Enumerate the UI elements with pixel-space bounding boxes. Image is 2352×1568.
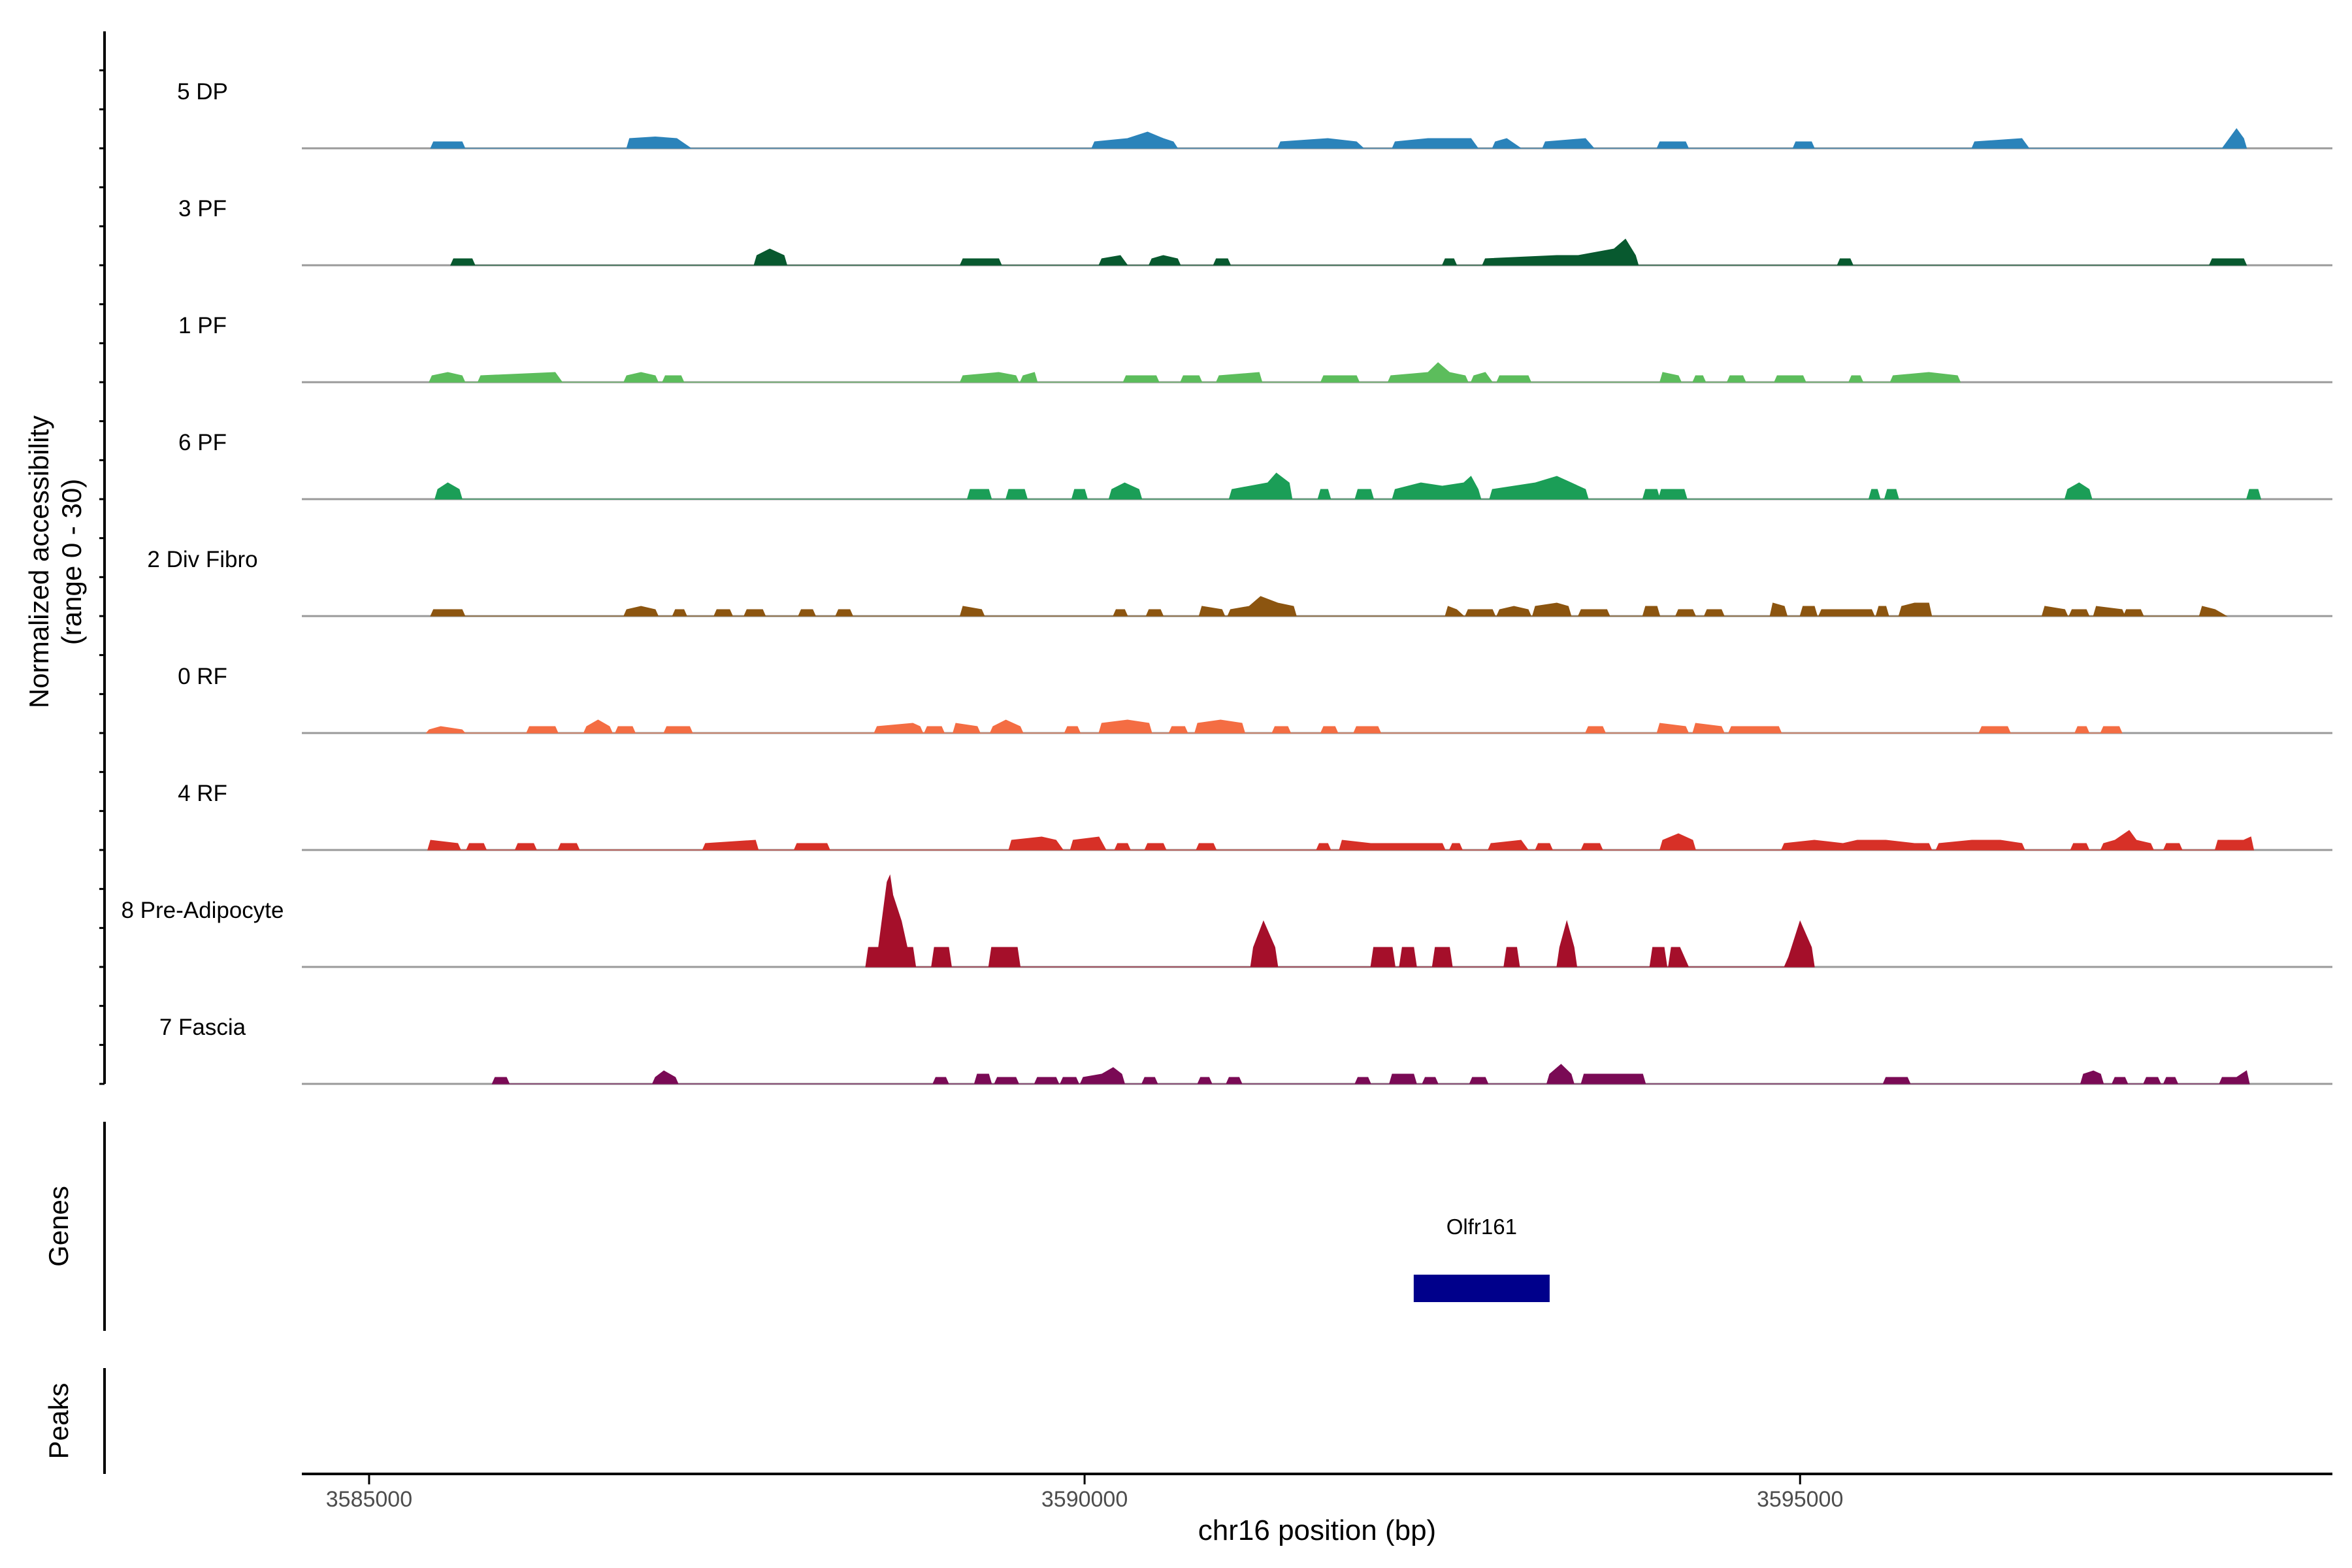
y-axis-label-line2: (range 0 - 30) bbox=[56, 479, 87, 645]
x-tick-label: 3590000 bbox=[1041, 1487, 1128, 1512]
track-label: 8 Pre-Adipocyte bbox=[121, 898, 284, 923]
gene-label: Olfr161 bbox=[1446, 1215, 1517, 1239]
track-5-dp: 5 DP bbox=[177, 79, 2332, 150]
x-tick-label: 3595000 bbox=[1757, 1487, 1843, 1512]
coverage-tracks: 5 DP 3 PF 1 PF 6 PF 2 Div Fibro 0 RF 4 RF 8 Pre… bbox=[121, 79, 2332, 1085]
peaks-panel-label: Peaks bbox=[43, 1383, 74, 1460]
genes-track: Olfr161 bbox=[1413, 1215, 1550, 1302]
track-label: 5 DP bbox=[177, 79, 228, 105]
y-axis-label-line1: Normalized accessibility bbox=[24, 416, 54, 708]
coverage-area bbox=[430, 596, 2228, 617]
track-2-div-fibro: 2 Div Fibro bbox=[147, 547, 2332, 617]
coverage-area bbox=[434, 472, 2262, 500]
coverage-area bbox=[427, 830, 2255, 851]
track-7-fascia: 7 Fascia bbox=[159, 1015, 2332, 1085]
coverage-area bbox=[450, 238, 2247, 266]
track-label: 2 Div Fibro bbox=[147, 547, 257, 572]
track-8-pre-adipocyte: 8 Pre-Adipocyte bbox=[121, 874, 2332, 968]
track-label: 7 Fascia bbox=[159, 1015, 246, 1040]
x-axis-label: chr16 position (bp) bbox=[1198, 1514, 1436, 1546]
track-1-pf: 1 PF bbox=[178, 313, 2332, 384]
genes-panel-label: Genes bbox=[43, 1186, 74, 1267]
track-label: 1 PF bbox=[178, 313, 227, 338]
track-label: 6 PF bbox=[178, 430, 227, 455]
coverage-y-axis bbox=[99, 31, 106, 1085]
track-4-rf: 4 RF bbox=[178, 781, 2332, 851]
coverage-area bbox=[429, 362, 1961, 383]
coverage-area bbox=[865, 874, 1815, 968]
track-6-pf: 6 PF bbox=[178, 430, 2332, 500]
coverage-area bbox=[430, 128, 2247, 149]
coverage-area bbox=[425, 719, 2123, 734]
track-label: 3 PF bbox=[178, 196, 227, 221]
track-3-pf: 3 PF bbox=[178, 196, 2332, 267]
coverage-area bbox=[491, 1064, 2250, 1085]
track-0-rf: 0 RF bbox=[178, 664, 2332, 734]
track-label: 4 RF bbox=[178, 781, 227, 806]
x-tick-label: 3585000 bbox=[326, 1487, 412, 1512]
track-label: 0 RF bbox=[178, 664, 227, 689]
gene-body bbox=[1413, 1275, 1550, 1302]
x-axis-ticks: 3585000 3590000 3595000 bbox=[326, 1474, 1843, 1512]
